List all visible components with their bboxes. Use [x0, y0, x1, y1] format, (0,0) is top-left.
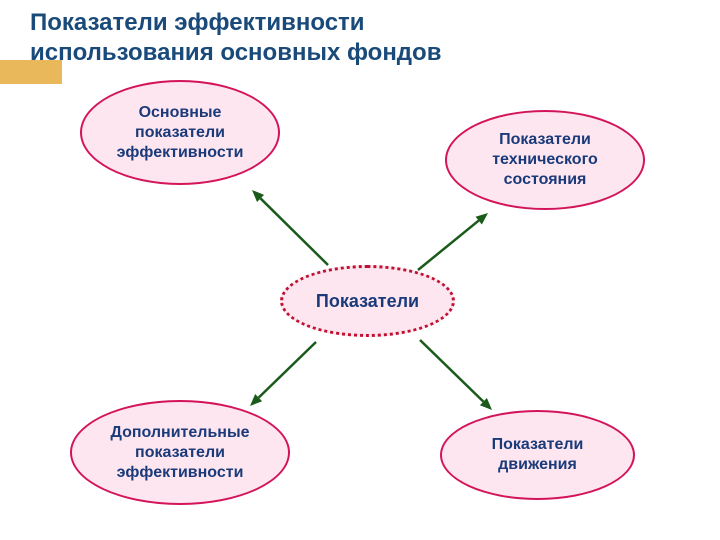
outer-node-bottom-left: Дополнительныепоказателиэффективности [70, 400, 290, 505]
outer-node-label: Показателидвижения [492, 435, 584, 475]
outer-node-label: Дополнительныепоказателиэффективности [110, 423, 249, 483]
accent-bar [0, 60, 62, 84]
title-line-1: Показатели эффективности [30, 8, 441, 38]
page-title: Показатели эффективности использования о… [30, 8, 441, 68]
center-node: Показатели [280, 265, 455, 337]
outer-node-top-left: Основныепоказателиэффективности [80, 80, 280, 185]
center-node-label: Показатели [316, 290, 419, 313]
outer-node-label: Основныепоказателиэффективности [117, 103, 244, 163]
outer-node-label: Показателитехническогосостояния [492, 130, 598, 190]
outer-node-bottom-right: Показателидвижения [440, 410, 635, 500]
title-line-2: использования основных фондов [30, 38, 441, 68]
outer-node-top-right: Показателитехническогосостояния [445, 110, 645, 210]
